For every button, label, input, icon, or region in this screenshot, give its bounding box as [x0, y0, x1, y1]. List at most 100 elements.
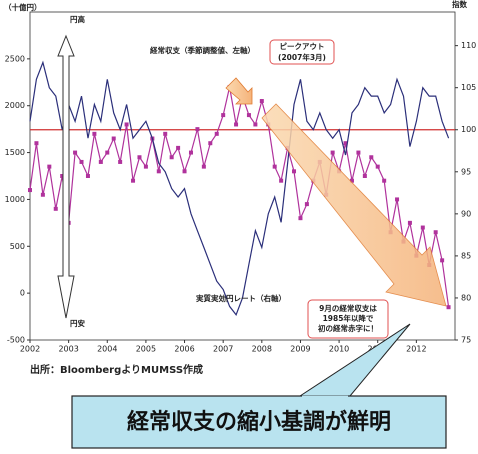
series-marker	[176, 145, 181, 150]
series-marker	[137, 155, 142, 160]
series-marker	[143, 164, 148, 169]
series-marker	[201, 164, 206, 169]
y-tick-label: -500	[7, 336, 25, 345]
y-tick-label: 1000	[5, 195, 25, 204]
note-text: 初の経常赤字に！	[318, 323, 378, 333]
series-marker	[188, 150, 193, 155]
x-tick-label: 2010	[329, 345, 349, 354]
left-axis-unit: （十億円）	[4, 2, 42, 12]
right-axis-unit: 指数	[452, 0, 467, 9]
series-marker	[47, 164, 52, 169]
x-tick-label: 2012	[406, 345, 426, 354]
trend-arrow	[261, 103, 447, 307]
yen-arrow	[57, 34, 75, 319]
peak-callout	[269, 39, 335, 65]
series-marker	[292, 169, 297, 174]
series-marker	[163, 131, 168, 136]
series-marker	[369, 155, 374, 160]
note-callout	[307, 299, 389, 339]
series-line	[29, 86, 450, 308]
series-marker	[85, 174, 90, 178]
series-marker	[356, 150, 361, 155]
y2-tick-label: 100	[461, 125, 476, 134]
series-marker	[253, 122, 258, 127]
y2-tick-label: 80	[461, 293, 471, 302]
series-marker	[375, 164, 380, 169]
series-marker	[195, 127, 200, 132]
series-marker	[118, 159, 123, 164]
peak-label: (2007年3月)	[278, 52, 326, 62]
y-tick-label: 2000	[5, 101, 25, 110]
series-marker	[362, 174, 367, 178]
series-marker	[156, 169, 161, 174]
x-tick-label: 2003	[58, 345, 78, 354]
y-tick-label: 500	[10, 242, 25, 251]
x-tick-label: 2008	[252, 345, 272, 354]
series-marker	[124, 122, 129, 127]
y-tick-label: 2500	[5, 54, 25, 63]
series-marker	[407, 220, 412, 225]
y-tick-label: 1500	[5, 148, 25, 157]
series-marker	[221, 113, 226, 118]
series-marker	[259, 99, 264, 104]
series-label: 実質実効円レート（右軸）	[196, 293, 286, 303]
series-label: 経常収支（季節調整値、左軸）	[150, 45, 255, 55]
series-marker	[272, 164, 277, 169]
series-marker	[169, 155, 174, 160]
peak-label: ピークアウト	[280, 41, 325, 51]
x-tick-label: 2004	[97, 345, 117, 354]
x-tick-label: 2006	[174, 345, 194, 354]
series-marker	[73, 150, 78, 155]
note-text: 9月の経常収支は	[319, 303, 377, 313]
series-marker	[298, 216, 303, 221]
series-marker	[246, 113, 251, 118]
y2-tick-label: 90	[461, 209, 471, 218]
series-marker	[40, 192, 45, 197]
trend-arrow-small	[225, 77, 253, 105]
series-marker	[105, 150, 110, 155]
source: 出所：BloombergよりMUMSS作成	[30, 363, 203, 376]
plot-frame	[29, 11, 456, 341]
y2-tick-label: 110	[461, 41, 476, 50]
y2-tick-label: 105	[461, 83, 476, 92]
y-tick-label: 0	[20, 289, 25, 298]
series-marker	[53, 206, 58, 211]
series-line	[29, 60, 450, 317]
series-marker	[446, 305, 451, 310]
series-marker	[343, 141, 348, 146]
series-marker	[28, 188, 32, 193]
series-marker	[395, 197, 400, 202]
series-marker	[279, 178, 284, 183]
series-marker	[131, 178, 136, 183]
series-marker	[214, 131, 219, 136]
series-marker	[433, 230, 438, 235]
y2-tick-label: 85	[461, 251, 471, 260]
series-marker	[349, 178, 354, 183]
series-marker	[304, 202, 309, 207]
series-marker	[440, 258, 445, 263]
series-marker	[234, 122, 239, 127]
banner	[71, 395, 447, 449]
x-tick-label: 2009	[290, 345, 310, 354]
plot: -500 0 500 1000 1500 2000 2500 75 80 85 90 95 100 105…	[5, 41, 477, 353]
series-marker	[60, 174, 65, 178]
series-marker	[330, 150, 335, 155]
series-marker	[92, 131, 97, 136]
series-marker	[34, 141, 39, 146]
series-marker	[208, 141, 213, 146]
x-tick-label: 2002	[20, 345, 40, 354]
series-marker	[382, 178, 387, 183]
series-marker	[111, 136, 116, 141]
series-marker	[182, 169, 187, 174]
yen-weak-label: 円安	[70, 318, 85, 328]
y2-tick-label: 95	[461, 167, 471, 176]
series-marker	[98, 159, 103, 164]
x-tick-label: 2005	[136, 345, 156, 354]
note-text: 1985年以降で	[323, 313, 374, 323]
x-tick-label: 2007	[213, 345, 233, 354]
y2-tick-label: 75	[461, 336, 471, 345]
yen-strong-label: 円高	[70, 14, 85, 24]
series-marker	[79, 159, 84, 164]
headline: 経常収支の縮小基調が鮮明	[127, 409, 391, 435]
